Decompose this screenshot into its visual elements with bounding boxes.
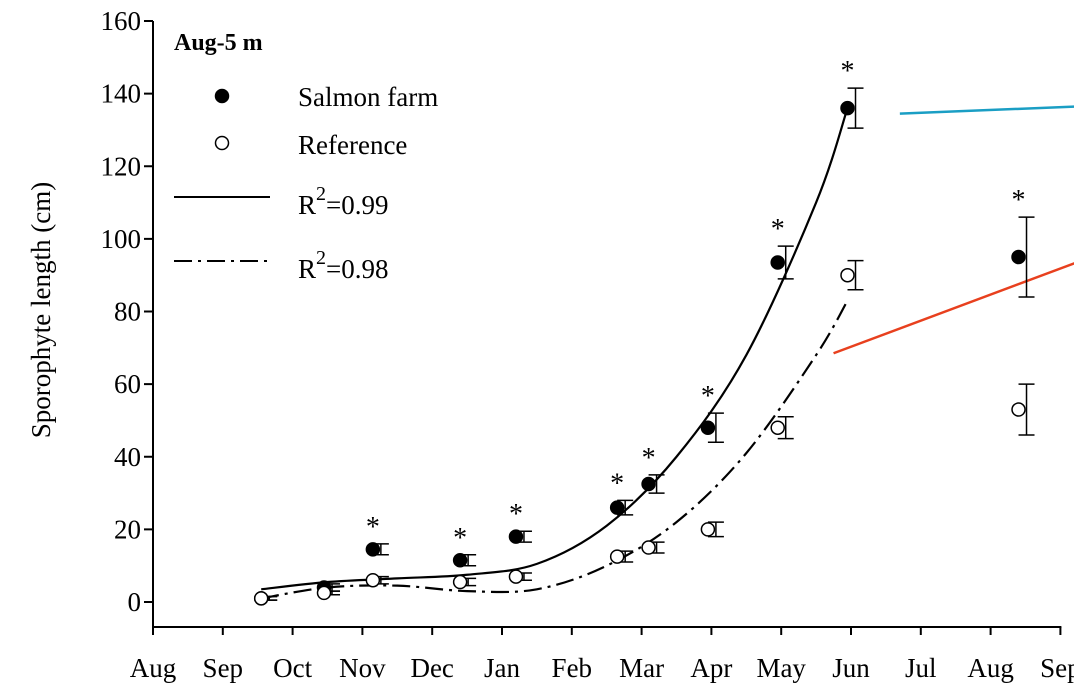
point-salmon <box>770 255 785 270</box>
x-tick-label: Feb <box>552 653 593 683</box>
y-tick-label: 120 <box>101 151 142 181</box>
x-tick-label: Dec <box>410 653 453 683</box>
significance-star: * <box>701 381 715 412</box>
x-tick-label: Nov <box>339 653 386 683</box>
legend-label-reference: Reference <box>298 130 407 160</box>
y-tick-label: 160 <box>101 6 142 36</box>
point-salmon <box>609 500 625 515</box>
fit-curves <box>261 107 849 600</box>
significance-star: * <box>841 56 855 87</box>
legend-marker-salmon <box>214 88 230 104</box>
point-reference <box>641 540 656 555</box>
x-tick-label: Jun <box>832 653 870 683</box>
x-tick-label: Apr <box>690 653 732 683</box>
y-tick-label: 40 <box>114 442 141 472</box>
point-reference <box>253 591 269 606</box>
legend-label-fit1: R2=0.99 <box>298 183 389 220</box>
point-reference <box>365 572 381 588</box>
point-salmon <box>1011 249 1026 265</box>
y-tick-label: 0 <box>128 587 142 617</box>
panel-label: Aug-5 m <box>174 30 263 56</box>
annotation-line-1 <box>899 105 1074 115</box>
x-tick-label: Sep <box>203 653 244 683</box>
x-tick-label: May <box>756 653 806 683</box>
y-tick-label: 60 <box>114 369 141 399</box>
point-reference <box>609 549 625 564</box>
point-salmon <box>840 100 855 116</box>
axes: 0 20 40 60 80 100 120 140 160 Aug Sep Oct Nov Dec Jan F… <box>101 6 1074 683</box>
point-reference <box>770 420 785 435</box>
point-reference <box>700 522 716 537</box>
significance-star: * <box>771 214 785 245</box>
point-salmon <box>641 476 656 492</box>
x-tick-label: Jul <box>905 653 937 683</box>
x-tick-label: Sep <box>1040 653 1074 683</box>
legend: Aug-5 m Salmon farm Reference R2=0.99 R2… <box>174 30 438 284</box>
point-salmon <box>365 542 381 557</box>
point-salmon <box>452 552 468 568</box>
y-tick-label: 20 <box>114 514 141 544</box>
point-reference <box>452 574 468 590</box>
significance-star: * <box>610 468 624 499</box>
fit-curve-salmon <box>261 107 849 591</box>
significance-star: * <box>509 499 523 530</box>
significance-star: * <box>1012 185 1026 216</box>
legend-label-salmon: Salmon farm <box>298 82 438 112</box>
x-tick-label: Oct <box>273 653 312 683</box>
annotation-lines <box>833 105 1074 355</box>
x-tick-label: Aug <box>130 653 177 683</box>
point-reference <box>316 585 332 601</box>
significance-star: * <box>642 443 656 474</box>
point-reference <box>840 267 855 283</box>
significance-star: * <box>366 512 380 543</box>
x-tick-label: Aug <box>967 653 1014 683</box>
y-axis-title: Sporophyte length (cm) <box>26 182 56 438</box>
point-salmon <box>700 420 716 435</box>
fit-curve-reference <box>261 300 849 600</box>
point-reference <box>508 569 524 584</box>
x-tick-label: Jan <box>484 653 520 683</box>
annotation-line-2 <box>833 262 1074 355</box>
point-salmon <box>508 529 524 544</box>
x-tick-label: Mar <box>619 653 664 683</box>
y-tick-label: 80 <box>114 297 141 327</box>
y-tick-label: 100 <box>101 224 142 254</box>
y-tick-label: 140 <box>101 79 142 109</box>
significance-star: * <box>453 523 467 554</box>
point-reference <box>1011 402 1026 417</box>
data-points: * * * * * * * * * <box>253 56 1035 606</box>
legend-marker-reference <box>214 135 230 151</box>
legend-label-fit2: R2=0.98 <box>298 247 389 284</box>
